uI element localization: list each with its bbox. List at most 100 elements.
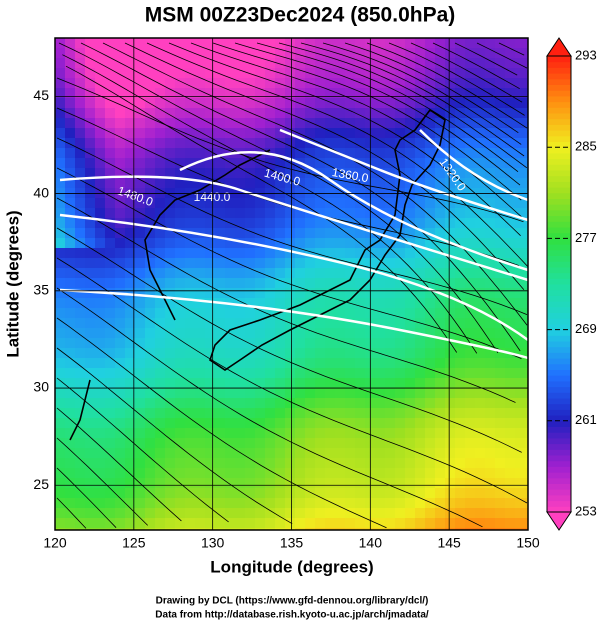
temperature-cell xyxy=(475,388,485,398)
temperature-cell xyxy=(355,88,365,98)
temperature-cell xyxy=(515,278,525,288)
temperature-cell xyxy=(525,478,528,488)
temperature-cell xyxy=(175,248,185,258)
temperature-cell xyxy=(175,358,185,368)
temperature-cell xyxy=(275,218,285,228)
temperature-cell xyxy=(385,338,395,348)
temperature-cell xyxy=(495,168,505,178)
temperature-cell xyxy=(85,258,95,268)
temperature-cell xyxy=(95,468,105,478)
temperature-cell xyxy=(325,328,335,338)
temperature-cell xyxy=(215,238,225,248)
temperature-cell xyxy=(215,98,225,108)
temperature-cell xyxy=(255,408,265,418)
temperature-cell xyxy=(485,168,495,178)
temperature-cell xyxy=(235,98,245,108)
temperature-cell xyxy=(495,388,505,398)
temperature-cell xyxy=(345,318,355,328)
temperature-cell xyxy=(185,428,195,438)
temperature-cell xyxy=(525,88,528,98)
temperature-cell xyxy=(215,478,225,488)
temperature-cell xyxy=(115,268,125,278)
temperature-cell xyxy=(205,368,215,378)
temperature-cell xyxy=(115,418,125,428)
streamline xyxy=(256,42,519,173)
temperature-cell xyxy=(315,58,325,68)
temperature-cell xyxy=(125,438,135,448)
temperature-cell xyxy=(235,88,245,98)
colorbar-cell xyxy=(547,215,571,222)
temperature-cell xyxy=(155,378,165,388)
temperature-cell xyxy=(495,208,505,218)
temperature-cell xyxy=(105,318,115,328)
temperature-cell xyxy=(65,288,75,298)
temperature-cell xyxy=(395,98,405,108)
temperature-cell xyxy=(235,368,245,378)
temperature-cell xyxy=(435,468,445,478)
temperature-cell xyxy=(325,428,335,438)
temperature-cell xyxy=(325,238,335,248)
temperature-cell xyxy=(325,338,335,348)
temperature-cell xyxy=(75,288,85,298)
temperature-cell xyxy=(425,38,435,48)
temperature-cell xyxy=(445,488,455,498)
x-tick-label: 125 xyxy=(122,535,146,551)
temperature-cell xyxy=(485,368,495,378)
temperature-cell xyxy=(435,48,445,58)
temperature-cell xyxy=(255,518,265,528)
colorbar-cell xyxy=(547,107,571,114)
temperature-cell xyxy=(395,528,405,530)
temperature-cell xyxy=(385,378,395,388)
temperature-cell xyxy=(115,348,125,358)
temperature-cell xyxy=(85,48,95,58)
temperature-cell xyxy=(265,68,275,78)
temperature-cell xyxy=(415,498,425,508)
temperature-cell xyxy=(345,338,355,348)
temperature-cell xyxy=(115,338,125,348)
temperature-cell xyxy=(415,238,425,248)
temperature-cell xyxy=(65,468,75,478)
temperature-cell xyxy=(475,318,485,328)
temperature-cell xyxy=(305,378,315,388)
temperature-cell xyxy=(125,168,135,178)
temperature-cell xyxy=(525,458,528,468)
temperature-cell xyxy=(155,518,165,528)
temperature-cell xyxy=(105,258,115,268)
temperature-cell xyxy=(485,478,495,488)
temperature-cell xyxy=(525,278,528,288)
temperature-cell xyxy=(255,508,265,518)
temperature-cell xyxy=(505,528,515,530)
temperature-cell xyxy=(505,368,515,378)
temperature-cell xyxy=(345,398,355,408)
temperature-cell xyxy=(195,238,205,248)
temperature-cell xyxy=(265,448,275,458)
temperature-cell xyxy=(135,438,145,448)
temperature-cell xyxy=(475,308,485,318)
temperature-cell xyxy=(155,438,165,448)
temperature-cell xyxy=(125,138,135,148)
temperature-cell xyxy=(195,208,205,218)
temperature-cell xyxy=(265,378,275,388)
temperature-cell xyxy=(455,188,465,198)
streamline xyxy=(234,42,521,186)
temperature-cell xyxy=(155,308,165,318)
temperature-cell xyxy=(315,418,325,428)
temperature-cell xyxy=(315,318,325,328)
temperature-cell xyxy=(75,408,85,418)
temperature-cell xyxy=(385,328,395,338)
temperature-cell xyxy=(295,208,305,218)
temperature-cell xyxy=(315,148,325,158)
temperature-cell xyxy=(275,128,285,138)
temperature-cell xyxy=(65,398,75,408)
temperature-cell xyxy=(435,408,445,418)
temperature-cell xyxy=(395,218,405,228)
temperature-cell xyxy=(185,378,195,388)
temperature-cell xyxy=(375,278,385,288)
temperature-cell xyxy=(495,378,505,388)
temperature-cell xyxy=(475,108,485,118)
temperature-cell xyxy=(205,278,215,288)
temperature-cell xyxy=(435,148,445,158)
temperature-cell xyxy=(85,168,95,178)
temperature-cell xyxy=(305,518,315,528)
temperature-cell xyxy=(265,218,275,228)
